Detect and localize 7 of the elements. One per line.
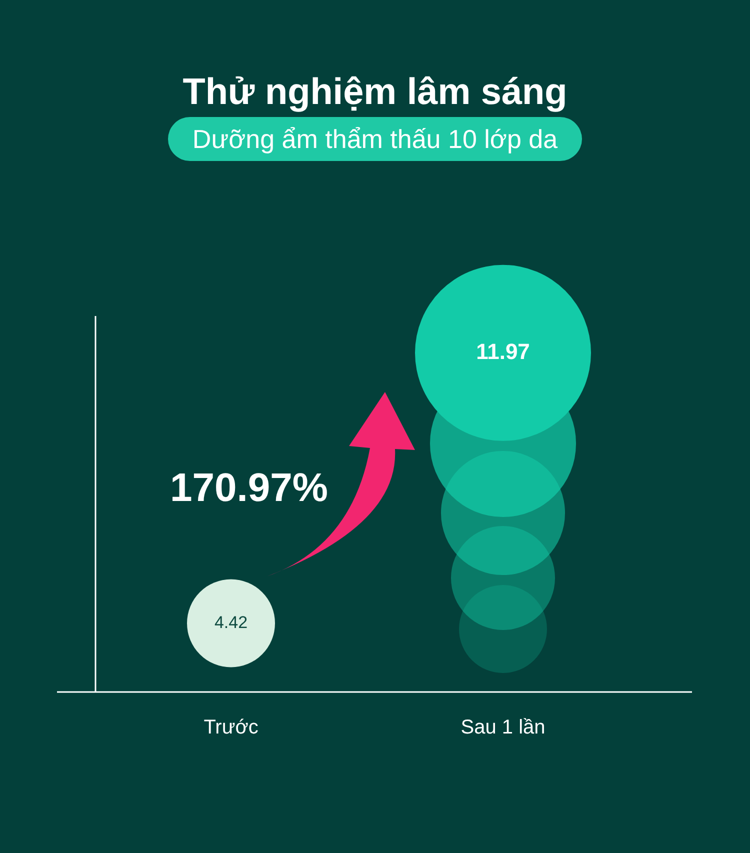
x-tick-label: Trước: [204, 716, 258, 739]
chart-title: Thử nghiệm lâm sáng: [182, 71, 568, 112]
annotation: 170.97%: [170, 466, 328, 510]
data-label: 11.97: [476, 338, 530, 364]
chart-subtitle: Dưỡng ẩm thẩm thấu 10 lớp da: [168, 117, 582, 161]
data-label: 4.42: [214, 612, 248, 632]
x-tick-label: Sau 1 lần: [460, 716, 546, 739]
